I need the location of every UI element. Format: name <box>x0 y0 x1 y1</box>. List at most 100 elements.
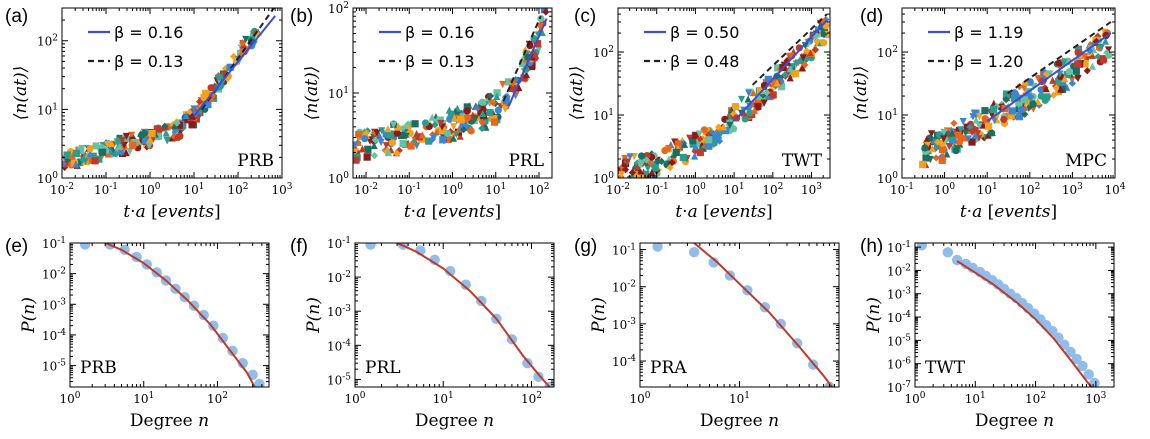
data-point <box>112 150 120 158</box>
x-tick-label: 100 <box>59 391 80 406</box>
data-point <box>1099 56 1107 64</box>
x-tick-label: 102 <box>1019 182 1040 197</box>
data-point <box>1020 96 1028 104</box>
data-point <box>388 139 397 147</box>
data-point <box>1037 92 1045 100</box>
x-tick-label: 102 <box>528 182 549 197</box>
y-tick-label: 10-3 <box>612 317 636 332</box>
data-point <box>217 332 228 344</box>
data-point <box>402 132 410 141</box>
x-tick-label: 104 <box>1104 182 1125 197</box>
y-tick-label: 101 <box>877 108 898 123</box>
data-point <box>445 265 456 277</box>
data-point <box>358 145 367 153</box>
x-tick-label: 10-2 <box>354 182 378 197</box>
x-tick-label: 100 <box>344 391 365 406</box>
data-point <box>1094 52 1102 61</box>
x-tick-label: 102 <box>227 182 248 197</box>
data-point <box>1052 84 1060 92</box>
data-point <box>1046 70 1054 78</box>
data-point <box>398 131 406 140</box>
data-point <box>657 157 666 165</box>
data-point <box>452 130 461 139</box>
x-tick-label: 100 <box>685 182 706 197</box>
data-point <box>1077 360 1088 372</box>
data-point <box>489 99 497 107</box>
data-point <box>146 135 154 143</box>
data-point <box>1088 51 1096 59</box>
data-point <box>182 111 190 120</box>
data-point <box>644 164 652 173</box>
data-point <box>537 14 545 23</box>
reference-line <box>751 13 828 86</box>
y-axis-label: P(n) <box>304 297 324 334</box>
data-point <box>362 129 370 137</box>
panel-letter: (a) <box>5 6 28 27</box>
data-point <box>741 115 749 123</box>
data-point <box>472 102 481 111</box>
dataset-label: PRL <box>508 151 544 171</box>
y-tick-label: 10-3 <box>887 287 911 302</box>
data-point <box>460 126 468 134</box>
data-point <box>190 105 198 113</box>
data-point <box>1025 104 1033 112</box>
data-point <box>1015 101 1023 109</box>
data-point <box>643 152 651 160</box>
data-point <box>72 149 81 158</box>
data-point <box>478 124 486 132</box>
data-point <box>92 142 100 150</box>
data-point <box>801 61 809 69</box>
data-point <box>175 121 183 129</box>
fit-curve <box>693 243 833 387</box>
dataset-label: PRL <box>365 358 401 378</box>
data-point <box>1062 57 1071 66</box>
data-point <box>457 115 465 124</box>
y-tick-label: 101 <box>37 102 58 117</box>
data-point <box>430 133 439 141</box>
data-point <box>230 52 238 61</box>
data-point <box>958 133 966 141</box>
data-point <box>98 148 107 156</box>
data-point <box>1101 37 1110 45</box>
y-tick-label: 101 <box>328 86 349 101</box>
data-point <box>692 142 700 150</box>
data-point <box>1083 369 1094 380</box>
data-point <box>696 148 704 157</box>
data-point <box>1074 74 1082 83</box>
data-point <box>154 132 162 140</box>
y-tick-label: 10-4 <box>42 328 66 343</box>
fit-line <box>986 32 1112 122</box>
data-point <box>715 123 723 131</box>
y-tick-label: 102 <box>593 45 614 60</box>
plot-frame <box>61 7 283 179</box>
data-point <box>1021 79 1029 87</box>
data-point <box>242 35 250 44</box>
data-point <box>463 103 471 111</box>
data-point <box>78 144 86 153</box>
data-point <box>462 120 470 128</box>
x-tick-label: 103 <box>801 182 822 197</box>
data-point <box>1002 90 1011 98</box>
plot-area <box>916 243 1100 387</box>
data-point <box>486 92 495 100</box>
panel-letter: (g) <box>574 236 597 257</box>
data-point <box>754 98 762 107</box>
panel-letter: (b) <box>290 6 313 27</box>
x-axis-label: Degree n <box>415 411 494 431</box>
x-tick-label: 103 <box>271 182 292 197</box>
data-point <box>973 130 982 138</box>
data-point <box>763 89 771 97</box>
data-point <box>938 139 946 148</box>
data-point <box>377 138 385 147</box>
data-point <box>70 159 78 167</box>
data-point <box>1065 346 1076 358</box>
data-point <box>618 171 626 178</box>
data-point <box>680 140 689 148</box>
data-point <box>1094 32 1102 40</box>
y-tick-label: 100 <box>328 171 349 186</box>
data-point <box>438 127 446 135</box>
data-point <box>494 106 502 114</box>
